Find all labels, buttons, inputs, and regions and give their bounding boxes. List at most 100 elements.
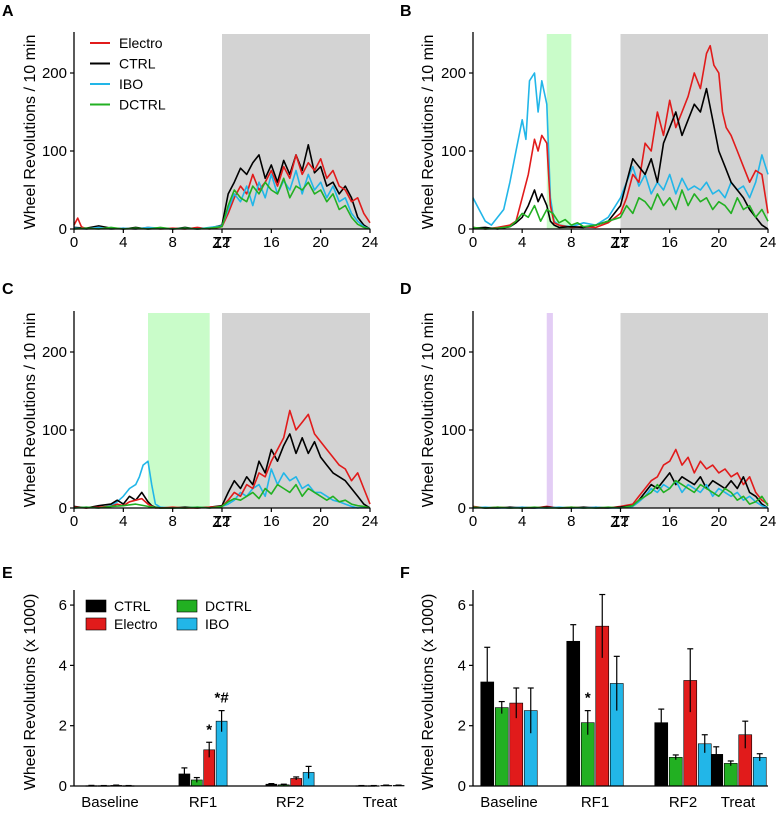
panel-c-x-tick-label: 4 xyxy=(119,513,127,530)
panel-c-series-ctrl xyxy=(73,433,371,509)
panel-f-category-label: RF1 xyxy=(581,794,609,811)
panel-letter-f: F xyxy=(400,565,410,582)
panel-d-y-tick-label: 100 xyxy=(441,422,466,439)
panel-e-y-tick-label: 2 xyxy=(59,718,67,735)
panel-f-y-tick-label: 4 xyxy=(458,657,466,674)
panel-f-bar-dctrl-rf2 xyxy=(668,757,683,787)
panel-c-x-tick-label: 12 xyxy=(214,513,231,530)
panel-e-category-label: RF2 xyxy=(276,794,304,811)
panel-b-series-ctrl xyxy=(472,87,769,230)
panel-c-y-tick-label: 100 xyxy=(42,422,67,439)
panel-c-series-electro xyxy=(73,409,371,509)
panel-e-y-tick-label: 6 xyxy=(59,597,67,614)
panel-d: D Wheel Revolutions / 10 min ZT 0 4 8 12 16 2… xyxy=(400,281,776,531)
panel-f-y-tick-label: 2 xyxy=(458,718,466,735)
panel-e-significance-mark: *# xyxy=(215,690,230,707)
panel-e-y-tick-label: 0 xyxy=(59,778,67,795)
panel-c-y-label: Wheel Revolutions / 10 min xyxy=(22,313,39,508)
panel-e: E Wheel Revolutions (x 1000) **# 0 2 4 6 Base… xyxy=(2,565,405,811)
legend-label-ctrl: CTRL xyxy=(119,56,156,72)
panel-f-bar-dctrl-baseline xyxy=(494,707,509,787)
panel-f-bar-dctrl-treat xyxy=(723,763,738,787)
panel-f-significance-mark: * xyxy=(585,690,591,707)
legend-swatch-electro xyxy=(85,617,107,631)
panel-d-x-tick-label: 12 xyxy=(612,513,629,530)
panel-a-x-tick-label: 24 xyxy=(362,234,379,251)
panel-b-y-tick-label: 100 xyxy=(441,143,466,160)
panel-b-y-label: Wheel Revolutions / 10 min xyxy=(420,35,437,230)
panel-letter-b: B xyxy=(400,3,412,20)
panel-a-x-tick-label: 0 xyxy=(70,234,78,251)
legend-swatch-ctrl xyxy=(85,599,107,613)
panel-a: A Wheel Revolutions / 10 min ZT 0 4 8 12 16 2… xyxy=(2,3,378,252)
panel-b-x-tick-label: 8 xyxy=(567,234,575,251)
panel-d-y-tick-label: 200 xyxy=(441,344,466,361)
panel-f: F Wheel Revolutions (x 1000) * 0 2 4 6 Baseli… xyxy=(400,565,768,811)
legend-swatch-dctrl xyxy=(176,599,198,613)
legend-label-electro: Electro xyxy=(114,616,158,632)
panel-b-dark-shade xyxy=(620,34,768,229)
panel-c: C Wheel Revolutions / 10 min ZT 0 4 8 12 16 2… xyxy=(2,281,378,531)
panel-c-x-tick-label: 24 xyxy=(362,513,379,530)
legend-swatch-ibo xyxy=(176,617,198,631)
panel-d-x-tick-label: 16 xyxy=(661,513,678,530)
panel-a-dark-shade xyxy=(222,34,370,229)
panel-c-y-tick-label: 0 xyxy=(59,500,67,517)
legend-label-ctrl: CTRL xyxy=(114,598,151,614)
panel-f-bar-ctrl-rf1 xyxy=(566,640,581,787)
panel-f-category-label: Baseline xyxy=(480,794,538,811)
panel-a-x-tick-label: 4 xyxy=(119,234,127,251)
panel-f-y-label: Wheel Revolutions (x 1000) xyxy=(420,594,437,791)
panel-a-y-label: Wheel Revolutions / 10 min xyxy=(22,35,39,230)
panel-c-dark-shade xyxy=(222,313,370,508)
panel-c-series-ibo xyxy=(73,460,371,509)
panel-f-bar-ibo-treat xyxy=(752,757,767,787)
legend-label-electro: Electro xyxy=(119,35,163,51)
legend-label-dctrl: DCTRL xyxy=(119,97,166,113)
panel-a-x-tick-label: 16 xyxy=(263,234,280,251)
panel-c-x-tick-label: 16 xyxy=(263,513,280,530)
panel-f-category-label: RF2 xyxy=(669,794,697,811)
panel-d-x-tick-label: 8 xyxy=(567,513,575,530)
panel-b-y-tick-label: 200 xyxy=(441,65,466,82)
panel-b-series-dctrl xyxy=(472,189,769,230)
panel-letter-c: C xyxy=(2,281,14,298)
panel-d-x-label: ZT xyxy=(610,514,630,531)
panel-f-category-label: Treat xyxy=(721,794,756,811)
panel-b-x-tick-label: 0 xyxy=(469,234,477,251)
panel-b-y-tick-label: 0 xyxy=(458,221,466,238)
panel-d-y-label: Wheel Revolutions / 10 min xyxy=(420,313,437,508)
panel-b-x-tick-label: 24 xyxy=(760,234,777,251)
panel-c-x-tick-label: 20 xyxy=(312,513,329,530)
panel-d-x-tick-label: 24 xyxy=(760,513,777,530)
panel-c-green-shade xyxy=(148,313,210,508)
panel-d-x-tick-label: 4 xyxy=(518,513,526,530)
panel-a-x-tick-label: 12 xyxy=(214,234,231,251)
panel-a-y-tick-label: 200 xyxy=(42,65,67,82)
panel-d-dark-shade xyxy=(620,313,768,508)
panel-e-category-label: RF1 xyxy=(189,794,217,811)
panel-letter-d: D xyxy=(400,281,412,298)
legend-label-ibo: IBO xyxy=(119,76,143,92)
panel-b-x-tick-label: 20 xyxy=(710,234,727,251)
legend-label-ibo: IBO xyxy=(205,616,229,632)
panel-c-x-tick-label: 0 xyxy=(70,513,78,530)
panel-b-series-electro xyxy=(472,44,769,230)
panel-f-y-tick-label: 6 xyxy=(458,597,466,614)
panel-f-y-tick-label: 0 xyxy=(458,778,466,795)
panel-letter-a: A xyxy=(2,3,14,20)
panel-d-purple-shade xyxy=(546,313,553,508)
panel-e-y-tick-label: 4 xyxy=(59,657,67,674)
panel-a-x-tick-label: 20 xyxy=(312,234,329,251)
panel-d-y-tick-label: 0 xyxy=(458,500,466,517)
panel-a-series-ibo xyxy=(73,169,371,230)
panel-b-x-tick-label: 12 xyxy=(612,234,629,251)
panel-e-category-label: Treat xyxy=(363,794,398,811)
panel-e-y-label: Wheel Revolutions (x 1000) xyxy=(22,594,39,791)
panel-c-series-dctrl xyxy=(73,483,371,509)
panel-e-category-label: Baseline xyxy=(81,794,139,811)
panel-b-x-tick-label: 4 xyxy=(518,234,526,251)
panel-a-x-label: ZT xyxy=(212,235,232,252)
panel-c-y-tick-label: 200 xyxy=(42,344,67,361)
